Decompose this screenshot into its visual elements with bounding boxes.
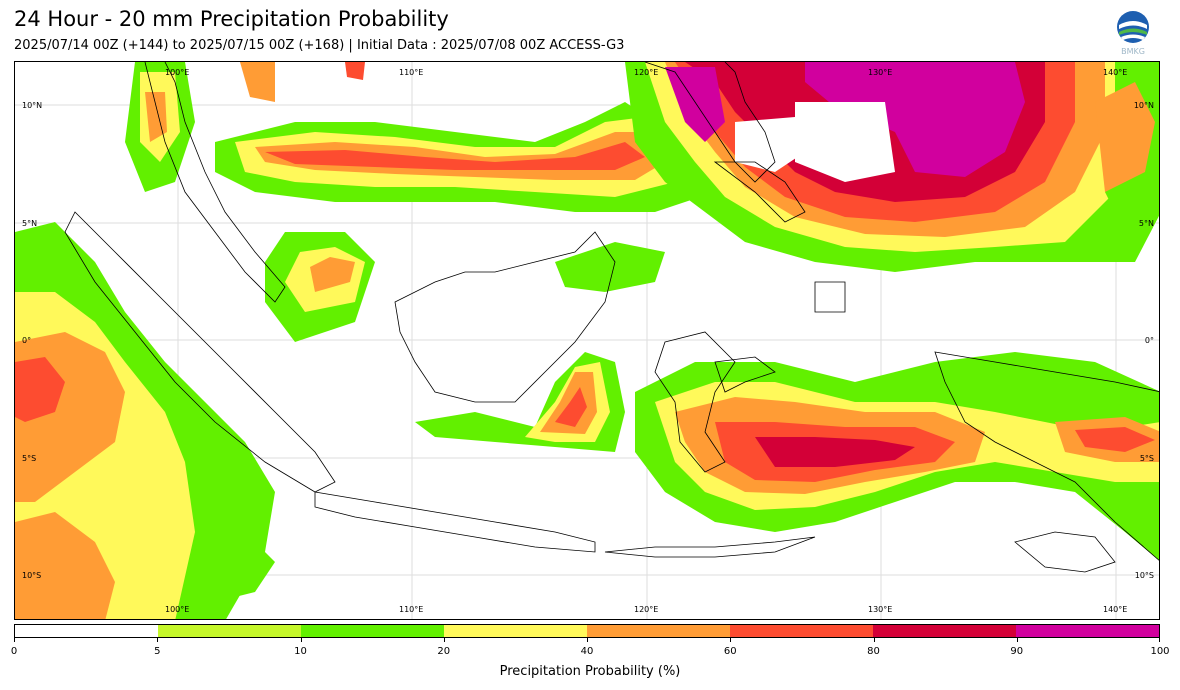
lat-label-right-5n: 5°N (1139, 219, 1154, 228)
colorbar-segment (444, 625, 587, 637)
lat-label-left-5s: 5°S (22, 454, 36, 463)
colorbar-tick-label: 90 (1010, 646, 1024, 657)
colorbar-tick-mark (587, 638, 588, 642)
lat-label-left-10s: 10°S (22, 571, 41, 580)
colorbar-tick-label: 0 (10, 646, 18, 657)
precipitation-map[interactable]: 100°E 110°E 120°E 130°E 140°E 100°E 110°… (14, 61, 1160, 620)
colorbar-segment (301, 625, 444, 637)
lat-label-right-0: 0° (1145, 336, 1154, 345)
precip-scs (215, 102, 715, 342)
lon-label-bottom-120: 120°E (634, 605, 658, 614)
colorbar (14, 624, 1160, 638)
lon-label-bottom-140: 140°E (1103, 605, 1127, 614)
colorbar-tick-mark (443, 638, 445, 642)
colorbar-tick-mark (157, 638, 159, 642)
precip-banda-sea (635, 352, 1159, 561)
colorbar-segment (873, 625, 1016, 637)
map-canvas: 100°E 110°E 120°E 130°E 140°E 100°E 110°… (15, 62, 1159, 619)
colorbar-tick-mark (14, 638, 15, 642)
lat-label-right-10n: 10°N (1134, 101, 1154, 110)
lon-label-bottom-100: 100°E (165, 605, 189, 614)
colorbar-segment (1016, 625, 1159, 637)
lat-label-right-10s: 10°S (1135, 571, 1154, 580)
precip-java-sea (415, 352, 625, 452)
coastlines (64, 62, 1159, 573)
precip-north-sumatra (125, 62, 365, 192)
lon-label-top-130: 130°E (868, 68, 892, 77)
map-title: 24 Hour - 20 mm Precipitation Probabilit… (14, 7, 449, 31)
colorbar-tick-label: 40 (580, 646, 594, 657)
colorbar-tick-label: 80 (867, 646, 880, 657)
graticule-labels: 100°E 110°E 120°E 130°E 140°E 100°E 110°… (22, 68, 1154, 614)
bmkg-logo: BMKG (1117, 11, 1149, 56)
colorbar-tick-label: 60 (723, 646, 737, 657)
colorbar-tick-mark (1159, 638, 1160, 642)
lon-label-bottom-110: 110°E (399, 605, 423, 614)
svg-text:BMKG: BMKG (1121, 47, 1145, 56)
lon-label-top-100: 100°E (165, 68, 189, 77)
colorbar-tick-label: 100 (1150, 646, 1170, 657)
colorbar-tick-mark (300, 638, 302, 642)
colorbar-tick-label: 10 (294, 646, 307, 657)
lon-label-top-140: 140°E (1103, 68, 1127, 77)
colorbar-segment (158, 625, 301, 637)
colorbar-tick-mark (1016, 638, 1018, 642)
colorbar-tick-mark (873, 638, 875, 642)
lat-label-left-5n: 5°N (22, 219, 37, 228)
lat-label-left-10n: 10°N (22, 101, 42, 110)
precip-west (15, 222, 275, 619)
colorbar-tick-label: 5 (154, 646, 161, 657)
colorbar-tick-mark (730, 638, 732, 642)
colorbar-segment (730, 625, 873, 637)
colorbar-tick-label: 20 (437, 646, 451, 657)
map-subtitle: 2025/07/14 00Z (+144) to 2025/07/15 00Z … (14, 38, 625, 53)
lon-label-bottom-130: 130°E (868, 605, 892, 614)
colorbar-segment (15, 625, 158, 637)
colorbar-segment (587, 625, 730, 637)
lat-label-left-0: 0° (22, 336, 31, 345)
precip-pacific (625, 62, 1159, 272)
lat-label-right-5s: 5°S (1140, 454, 1154, 463)
lon-label-top-120: 120°E (634, 68, 658, 77)
lon-label-top-110: 110°E (399, 68, 423, 77)
colorbar-label: Precipitation Probability (%) (499, 664, 681, 679)
